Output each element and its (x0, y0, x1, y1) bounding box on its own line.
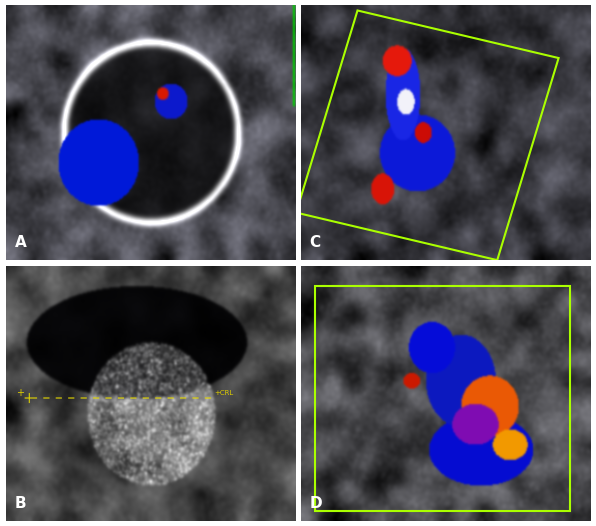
Bar (315, 286, 570, 511)
Text: +CRL: +CRL (214, 390, 234, 396)
Text: A: A (15, 235, 26, 250)
Bar (296, 11, 558, 260)
Text: B: B (15, 495, 26, 511)
Text: +: + (17, 388, 24, 398)
Text: D: D (309, 495, 322, 511)
Text: C: C (309, 235, 321, 250)
